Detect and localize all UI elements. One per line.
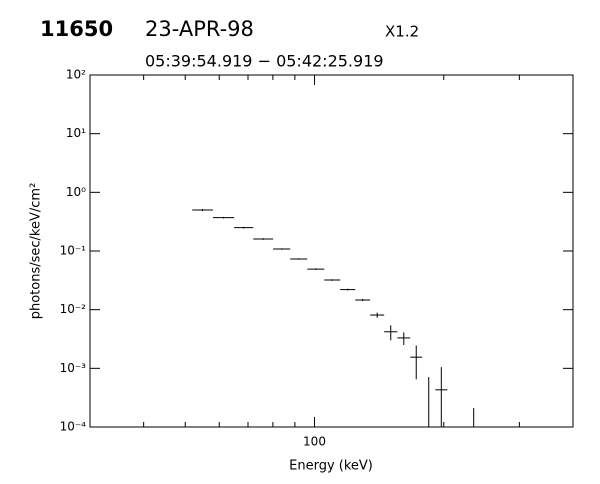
flare-class: X1.2 <box>385 23 419 41</box>
y-tick-label: 10⁻⁴ <box>60 420 87 434</box>
y-tick-label: 10⁻² <box>60 302 87 316</box>
y-axis-label: photons/sec/keV/cm² <box>29 183 44 320</box>
x-axis-label: Energy (keV) <box>289 459 373 474</box>
flare-id: 11650 <box>40 17 113 41</box>
y-tick-label: 10⁻¹ <box>60 244 87 258</box>
date: 23-APR-98 <box>145 17 254 41</box>
time-range: 05:39:54.919 − 05:42:25.919 <box>145 52 384 71</box>
y-tick-label: 10² <box>66 68 86 82</box>
y-tick-label: 10⁰ <box>66 185 86 199</box>
y-tick-label: 10⁻³ <box>60 361 87 375</box>
y-tick-label: 10¹ <box>66 126 86 140</box>
x-tick-label: 100 <box>303 435 326 449</box>
